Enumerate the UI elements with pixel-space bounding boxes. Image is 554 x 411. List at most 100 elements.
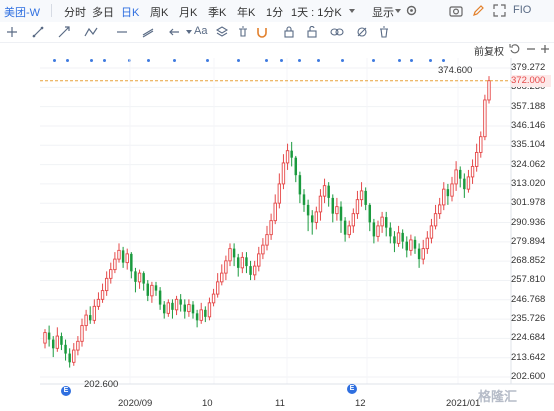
price-axis-tick-label: 268.852 xyxy=(511,255,546,267)
candle-up xyxy=(125,253,129,264)
event-dot[interactable] xyxy=(372,59,375,62)
candle-up xyxy=(228,248,232,262)
unlock-icon[interactable] xyxy=(306,26,318,38)
trend-line-icon[interactable] xyxy=(32,26,44,38)
event-dot[interactable] xyxy=(265,59,268,62)
event-dot[interactable] xyxy=(429,59,432,62)
event-dot[interactable] xyxy=(317,59,320,62)
price-axis-tick-label: 335.104 xyxy=(511,139,546,151)
candle-up xyxy=(100,290,105,300)
tab-period-custom[interactable]: 1天 : 1分K xyxy=(291,7,342,19)
candle-up xyxy=(174,298,179,311)
candle-down xyxy=(310,215,314,223)
candle-up xyxy=(261,244,265,255)
candle-down xyxy=(290,150,293,158)
tab-period-daily-k[interactable]: 日K xyxy=(121,7,140,19)
horizontal-line-icon[interactable] xyxy=(116,26,128,38)
x-axis-label: 11 xyxy=(275,398,285,409)
eye-hidden-icon[interactable] xyxy=(356,26,368,38)
zoom-in-icon[interactable] xyxy=(540,44,550,54)
event-e-icon[interactable]: E xyxy=(61,386,71,396)
candle-down xyxy=(171,302,174,310)
candle-down xyxy=(339,206,343,221)
event-dot[interactable] xyxy=(66,59,69,62)
pen-icon[interactable] xyxy=(472,4,485,17)
arrow-left-icon[interactable] xyxy=(168,26,180,38)
candle-down xyxy=(158,290,162,305)
candle-up xyxy=(442,188,446,206)
tab-period-1min[interactable]: 1分 xyxy=(266,7,284,19)
candle-down xyxy=(245,257,248,267)
camera-icon[interactable] xyxy=(449,4,463,17)
candle-up xyxy=(257,253,261,267)
candle-down xyxy=(60,336,63,345)
candle-up xyxy=(376,225,380,237)
candle-up xyxy=(265,234,269,246)
delete-icon[interactable] xyxy=(237,26,249,38)
candle-down xyxy=(249,266,252,275)
zoom-out-icon[interactable] xyxy=(526,44,536,54)
candle-up xyxy=(109,269,113,279)
event-dot[interactable] xyxy=(103,59,106,62)
event-dot[interactable] xyxy=(341,59,344,62)
tab-period-weekly-k[interactable]: 周K xyxy=(150,7,169,19)
price-adjust-selector[interactable]: 前复权 xyxy=(474,47,504,58)
candle-up xyxy=(55,335,60,349)
event-dot[interactable] xyxy=(280,59,283,62)
parallel-line-icon[interactable] xyxy=(142,26,154,38)
candle-up xyxy=(359,190,364,201)
event-e-icon[interactable]: E xyxy=(347,384,357,394)
undo-icon[interactable] xyxy=(509,43,520,54)
event-dot[interactable] xyxy=(237,59,240,62)
display-menu[interactable]: 显示 xyxy=(372,7,394,19)
tab-period-quarterly-k[interactable]: 季K xyxy=(208,7,227,19)
chevron-down-icon[interactable] xyxy=(395,9,401,13)
price-axis-tick-label: 290.936 xyxy=(511,216,546,228)
candle-up xyxy=(466,176,471,190)
symbol-selector[interactable]: 美团-W xyxy=(4,7,41,19)
tab-period-multiday[interactable]: 多日 xyxy=(92,7,114,19)
expand-icon[interactable] xyxy=(493,4,506,17)
magnet-icon[interactable] xyxy=(256,26,268,38)
event-dot[interactable] xyxy=(442,59,445,62)
tab-period-yearly-k[interactable]: 年K xyxy=(237,7,256,19)
candle-down xyxy=(142,273,145,284)
text-tool-button[interactable]: Aa xyxy=(194,25,208,37)
candle-down xyxy=(463,178,466,190)
event-dot[interactable] xyxy=(298,59,301,62)
eye-icon[interactable] xyxy=(330,26,344,38)
toolbar-divider xyxy=(51,4,52,17)
candle-down xyxy=(154,285,158,291)
candle-up xyxy=(409,239,413,251)
chevron-down-icon[interactable] xyxy=(349,9,355,13)
layers-icon[interactable] xyxy=(216,26,228,38)
event-dot[interactable] xyxy=(410,59,413,62)
event-dot[interactable] xyxy=(53,59,56,62)
candle-down xyxy=(183,304,187,312)
event-dot[interactable] xyxy=(147,59,150,62)
event-dot[interactable] xyxy=(206,59,209,62)
candle-down xyxy=(372,222,376,237)
lock-icon[interactable] xyxy=(283,26,295,38)
tab-period-intraday[interactable]: 分时 xyxy=(64,7,86,19)
trash-icon[interactable] xyxy=(378,26,390,38)
crosshair-cursor-icon[interactable] xyxy=(6,26,18,38)
price-axis-tick-label: 301.978 xyxy=(511,197,546,209)
tab-period-monthly-k[interactable]: 月K xyxy=(179,7,198,19)
price-axis-tick-label: 324.062 xyxy=(511,158,546,170)
gear-icon[interactable] xyxy=(405,4,418,17)
zigzag-line-icon[interactable] xyxy=(84,26,98,38)
event-dot[interactable] xyxy=(90,59,93,62)
f10-button[interactable]: FIO xyxy=(513,4,532,16)
price-axis-tick-label: 279.894 xyxy=(511,235,546,247)
candle-up xyxy=(117,249,121,260)
event-dot[interactable] xyxy=(398,59,401,62)
candle-down xyxy=(368,204,372,223)
ray-line-icon[interactable] xyxy=(58,26,70,38)
candle-up xyxy=(450,183,454,197)
chevron-down-icon[interactable] xyxy=(186,30,192,35)
candle-down xyxy=(68,353,71,363)
event-dot[interactable] xyxy=(173,59,176,62)
candle-up xyxy=(166,302,171,314)
